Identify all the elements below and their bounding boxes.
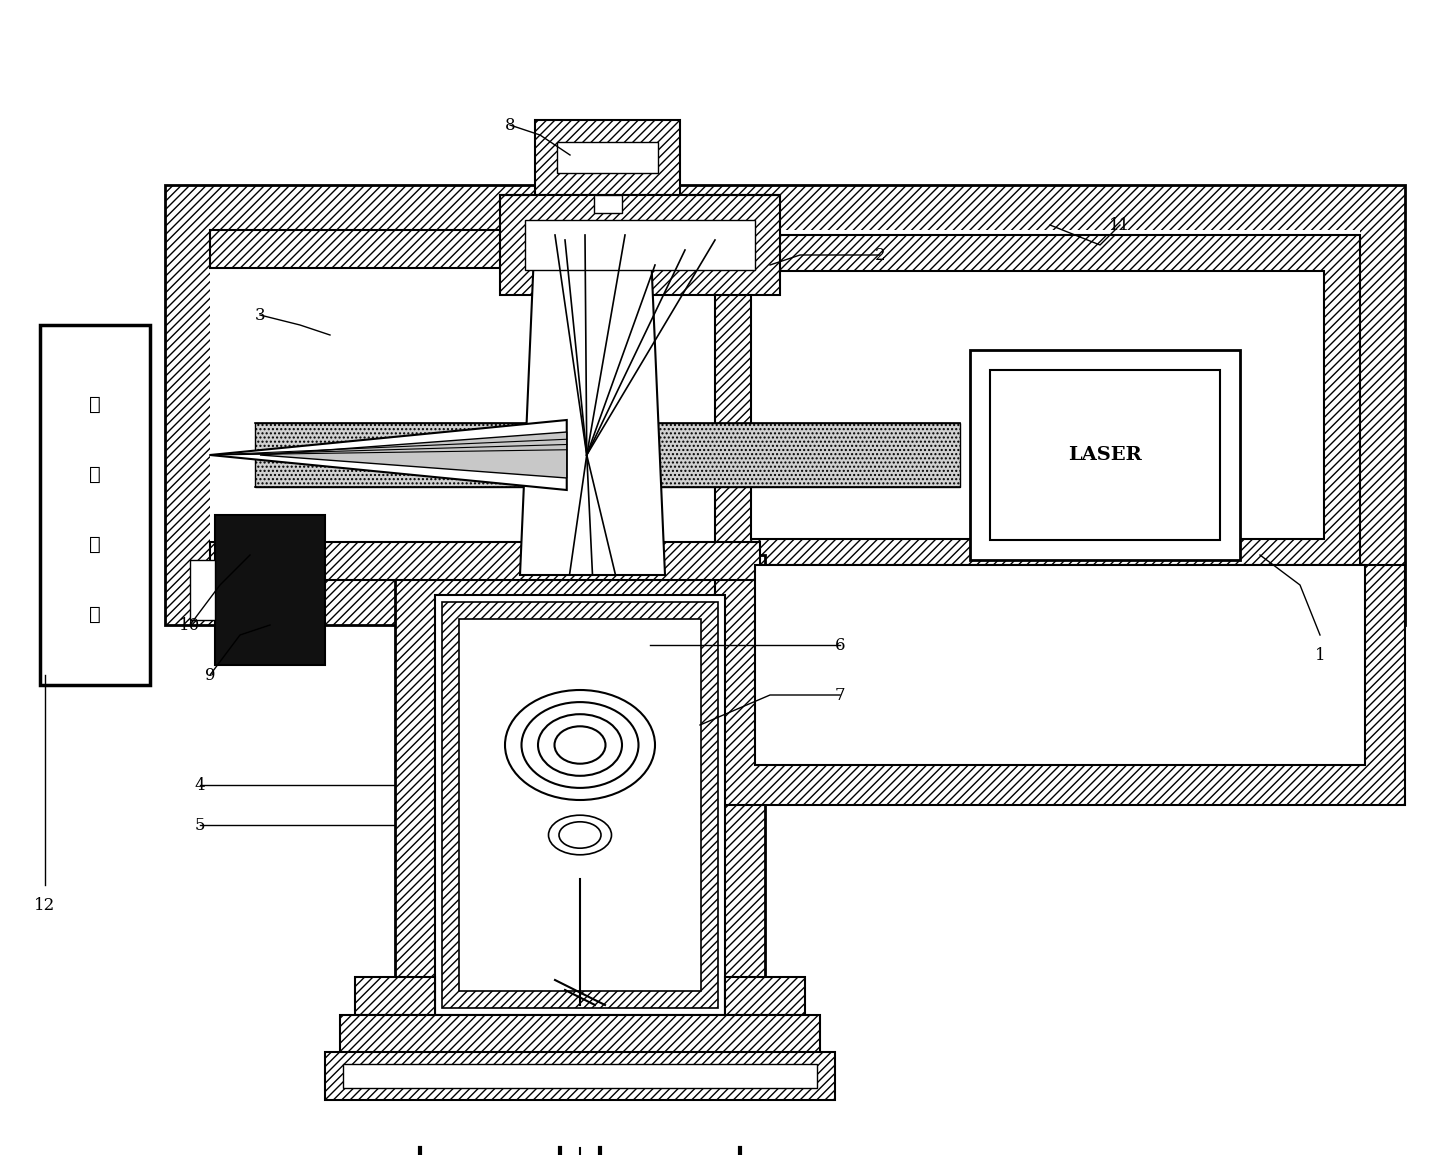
Bar — [255, 423, 960, 487]
Text: 12: 12 — [35, 896, 55, 914]
Text: 1: 1 — [1315, 647, 1325, 663]
Bar — [756, 565, 1366, 765]
Ellipse shape — [521, 702, 639, 788]
Bar — [210, 542, 760, 580]
Polygon shape — [261, 432, 566, 478]
Bar — [990, 370, 1220, 541]
Text: 5: 5 — [195, 817, 205, 834]
Ellipse shape — [549, 815, 612, 855]
Text: 11: 11 — [1109, 216, 1131, 233]
Ellipse shape — [559, 822, 601, 848]
Bar — [594, 195, 622, 213]
Bar — [210, 230, 760, 268]
Text: 10: 10 — [179, 617, 201, 633]
Polygon shape — [210, 420, 566, 490]
Bar — [435, 595, 725, 1015]
Bar — [165, 185, 1405, 625]
Polygon shape — [520, 230, 665, 575]
Ellipse shape — [539, 714, 622, 776]
Bar — [715, 234, 1360, 575]
Ellipse shape — [505, 690, 655, 800]
Bar — [715, 565, 1405, 805]
Bar — [751, 271, 1324, 539]
Bar — [970, 350, 1241, 560]
Polygon shape — [189, 560, 215, 620]
Text: 8: 8 — [505, 117, 515, 134]
Text: 品: 品 — [89, 605, 100, 624]
Bar — [39, 325, 150, 685]
Bar — [341, 1015, 820, 1055]
Text: 4: 4 — [195, 776, 205, 793]
Bar — [526, 219, 756, 270]
Bar — [558, 142, 658, 173]
Text: 样: 样 — [89, 535, 100, 553]
Text: 3: 3 — [255, 306, 265, 323]
Text: 待: 待 — [89, 395, 100, 413]
Bar — [355, 977, 435, 1015]
Text: 6: 6 — [834, 636, 846, 654]
Bar — [443, 602, 718, 1008]
Bar — [325, 1052, 834, 1100]
Bar — [459, 619, 700, 991]
Bar — [344, 1064, 817, 1088]
Ellipse shape — [555, 726, 606, 763]
Bar — [210, 230, 1360, 580]
Bar — [435, 595, 725, 1015]
Bar — [499, 195, 780, 295]
Bar — [534, 120, 680, 195]
Text: LASER: LASER — [1069, 446, 1142, 464]
Bar — [395, 556, 764, 1055]
Bar — [215, 515, 325, 665]
Bar — [725, 977, 805, 1015]
Text: 测: 测 — [89, 464, 100, 484]
Text: 2: 2 — [875, 246, 885, 263]
Text: 7: 7 — [834, 686, 846, 703]
Text: 9: 9 — [205, 666, 215, 684]
